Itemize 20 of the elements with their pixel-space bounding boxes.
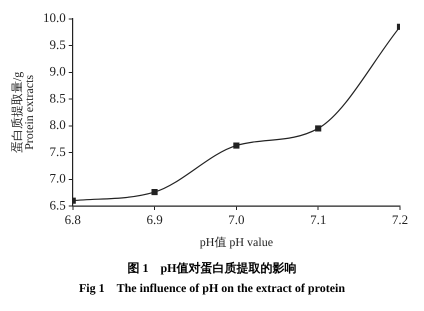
y-tick-label: 8.0 [50, 117, 66, 132]
y-tick-label: 7.5 [50, 144, 66, 159]
y-tick-label: 9.0 [50, 64, 66, 79]
y-tick-label: 10.0 [43, 10, 66, 26]
point [151, 189, 158, 196]
x-tick-label: 7.0 [228, 212, 244, 228]
y-tick-label: 8.5 [50, 90, 66, 106]
y-tick-label: 6.5 [50, 197, 66, 212]
x-axis-title: pH值 pH value [200, 234, 274, 249]
x-tick-label: 7.1 [310, 212, 326, 228]
y-tick-label: 7.0 [50, 170, 66, 186]
point [315, 125, 322, 132]
text: 图 1 pH值对蛋白质提取的影响 [126, 260, 298, 277]
text: Fig 1 The influence of pH on the extract of protein [78, 280, 346, 297]
y-axis-title: 蛋白质提取量/g Protein extracts [10, 72, 36, 154]
x-tick-label: 6.9 [146, 212, 163, 228]
x-tick-label: 6.8 [64, 212, 81, 228]
y-tick-label: 9.5 [50, 36, 66, 52]
x-tick-label: 7.2 [392, 212, 408, 228]
point [233, 142, 240, 149]
